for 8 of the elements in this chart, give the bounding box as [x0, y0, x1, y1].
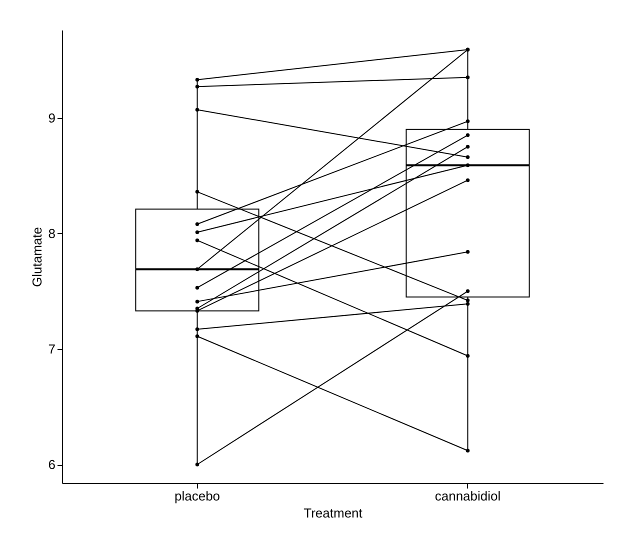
y-tick-label: 9	[48, 110, 56, 126]
y-tick-label: 8	[48, 226, 56, 241]
x-tick-label: cannabidiol	[434, 488, 501, 504]
y-tick-label: 6	[48, 457, 56, 472]
y-axis-title: Glutamate	[29, 227, 44, 287]
x-axis-title: Treatment	[304, 506, 363, 520]
x-tick-label: placebo	[174, 488, 220, 504]
y-tick-label: 7	[48, 341, 56, 356]
